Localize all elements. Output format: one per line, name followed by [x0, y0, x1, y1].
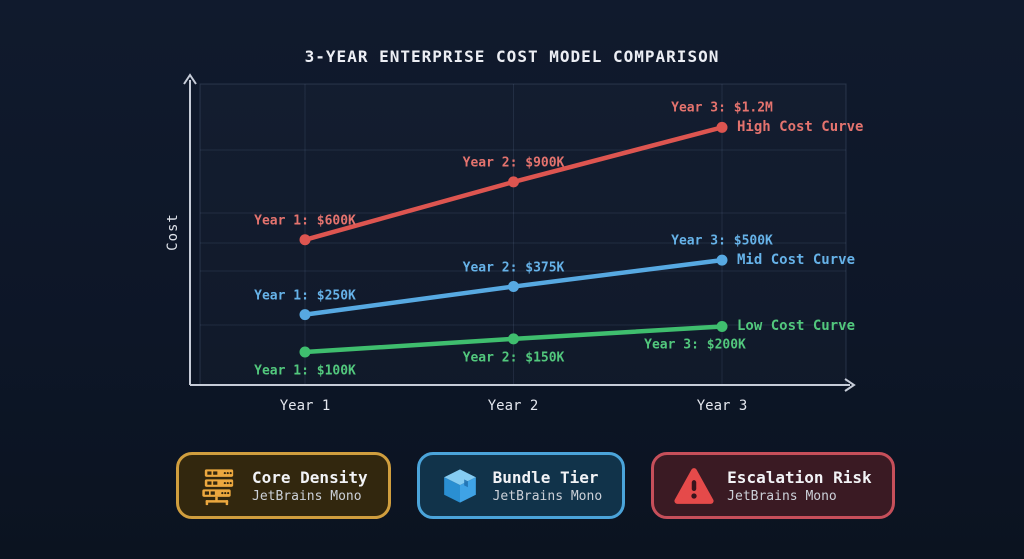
card-text: Escalation Risk JetBrains Mono	[727, 468, 872, 504]
series-end-label: Low Cost Curve	[737, 318, 856, 335]
point-label: Year 2: $150K	[462, 350, 565, 366]
card-text: Bundle Tier JetBrains Mono	[493, 468, 603, 504]
card-text: Core Density JetBrains Mono	[252, 468, 368, 504]
card-core-density[interactable]: Core Density JetBrains Mono	[176, 452, 391, 519]
point-label: Year 3: $500K	[671, 233, 773, 249]
card-title: Bundle Tier	[492, 467, 599, 487]
series-end-label: High Cost Curve	[737, 119, 864, 136]
point-label: Year 3: $1.2M	[671, 100, 773, 116]
x-tick-year-1: Year 1	[279, 398, 331, 414]
card-subtitle: JetBrains Mono	[252, 488, 362, 504]
card-title: Escalation Risk	[727, 467, 872, 487]
card-bundle-tier[interactable]: Bundle Tier JetBrains Mono	[416, 452, 626, 519]
point-label: Year 1: $100K	[254, 363, 356, 379]
package-box-icon	[440, 466, 480, 506]
card-title: Core Density	[252, 467, 368, 487]
legend-cards: Core Density JetBrains Mono Bundle Tier …	[176, 452, 895, 519]
point-label: Year 2: $375K	[462, 260, 565, 276]
point-label: Year 1: $250K	[254, 288, 356, 304]
x-tick-year-2: Year 2	[487, 398, 539, 414]
series-end-label: Mid Cost Curve	[737, 252, 856, 269]
warning-triangle-icon	[674, 466, 714, 506]
card-subtitle: JetBrains Mono	[727, 488, 837, 504]
server-rack-icon	[199, 466, 239, 506]
card-escalation-risk[interactable]: Escalation Risk JetBrains Mono	[651, 452, 895, 519]
point-label: Year 2: $900K	[462, 155, 565, 171]
chart-title: 3-YEAR ENTERPRISE COST MODEL COMPARISON	[304, 47, 720, 66]
card-subtitle: JetBrains Mono	[492, 488, 603, 504]
point-label: Year 1: $600K	[254, 213, 356, 229]
point-label: Year 3: $200K	[644, 337, 746, 353]
x-tick-year-3: Year 3	[696, 398, 748, 414]
line-chart	[183, 73, 856, 392]
